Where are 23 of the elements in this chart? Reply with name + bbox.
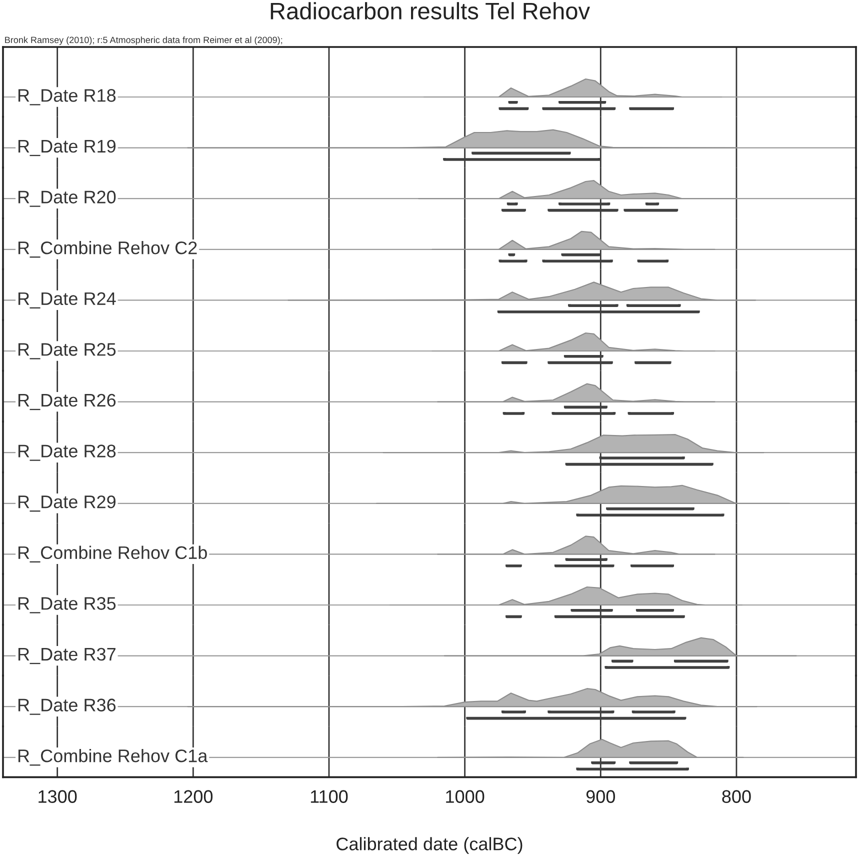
y-axis-title: R_Date R18 — [18, 89, 116, 106]
y-axis-title: R_Combine Rehov C1b — [18, 546, 207, 562]
y-axis-title: R_Combine Rehov C1a — [18, 748, 208, 766]
y-axis-title: R_Date R25 — [18, 343, 116, 360]
x-tick-label: 1100 — [310, 790, 348, 803]
y-axis-title: R_Date R36 — [18, 698, 116, 715]
y-axis-title: R_Date R19 — [18, 140, 116, 156]
y-axis-title: R_Date R28 — [18, 444, 116, 461]
y-axis-title: R_Date R29 — [18, 495, 116, 512]
x-tick-label: 800 — [722, 790, 751, 803]
x-axis-title: Calibrated date (calBC) — [336, 837, 522, 854]
y-axis-title: R_Date R24 — [18, 292, 116, 308]
x-tick-label: 1200 — [174, 790, 213, 803]
x-tick-label: 1300 — [38, 790, 77, 803]
x-tick-label: 1000 — [446, 790, 484, 803]
text: Bronk Ramsey (2010); r:5 Atmospheric data from Reimer et al (2009); — [5, 36, 282, 45]
y-axis-title: R_Combine Rehov C2 — [18, 240, 197, 258]
y-axis-title: R_Date R37 — [18, 648, 116, 664]
x-tick-label: 900 — [586, 790, 615, 803]
y-axis-title: R_Date R35 — [18, 597, 116, 614]
chart-title: Radiocarbon results Tel Rehov — [270, 2, 590, 20]
y-axis-title: R_Date R20 — [18, 190, 116, 207]
y-axis-title: R_Date R26 — [18, 394, 116, 410]
